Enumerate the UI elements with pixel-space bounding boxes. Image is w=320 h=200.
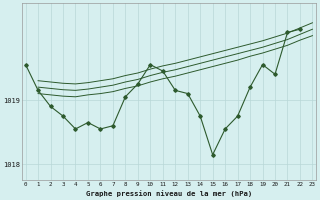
X-axis label: Graphe pression niveau de la mer (hPa): Graphe pression niveau de la mer (hPa) (86, 190, 252, 197)
